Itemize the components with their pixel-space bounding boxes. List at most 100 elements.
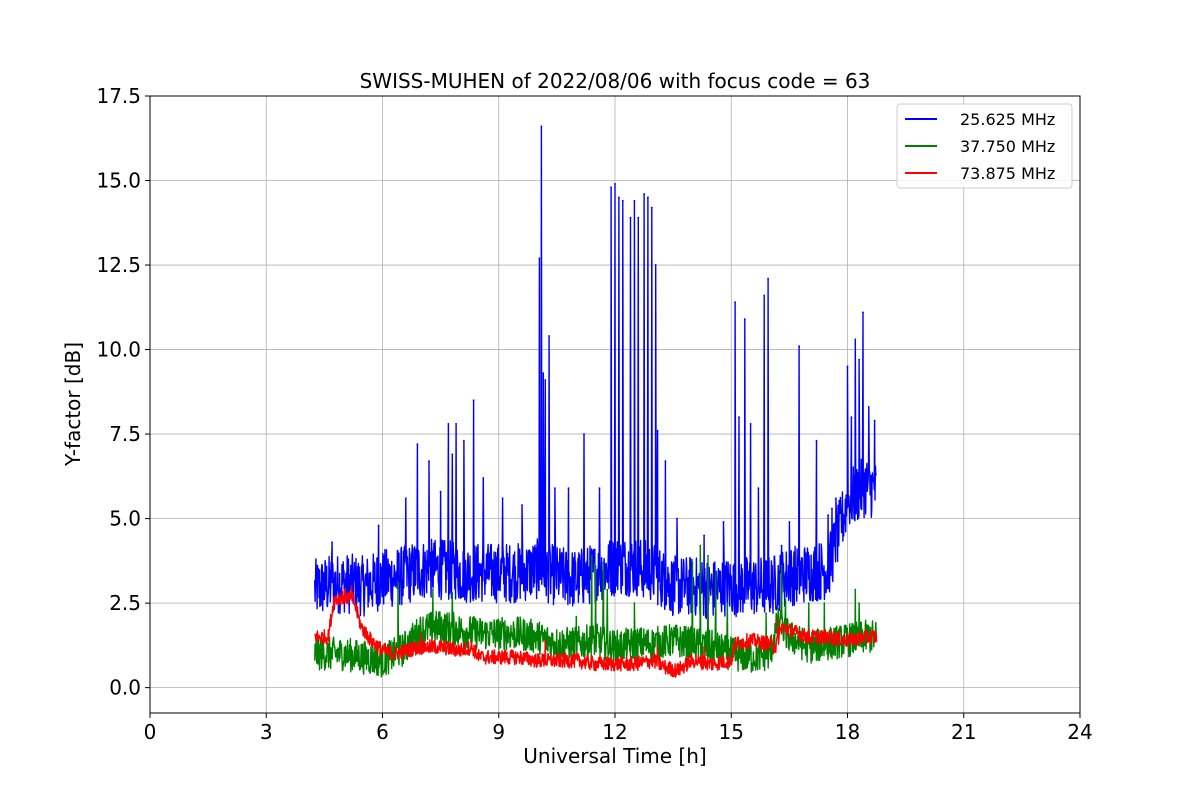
series-1-point xyxy=(798,345,800,348)
series-1-point xyxy=(763,294,766,297)
series-2-point xyxy=(854,588,857,591)
series-1-point xyxy=(451,453,454,456)
series-1-point xyxy=(331,541,333,544)
series-1-point xyxy=(676,517,678,520)
series-2-point xyxy=(780,565,783,567)
x-tick-label: 9 xyxy=(492,720,505,744)
x-tick-label: 21 xyxy=(951,720,976,744)
series-2-point xyxy=(765,612,767,615)
legend: 25.625 MHz 37.750 MHz 73.875 MHz xyxy=(896,103,1073,189)
series-1-point xyxy=(867,406,870,408)
series-1-point xyxy=(846,365,849,368)
series-line-3 xyxy=(314,585,878,678)
series-3-point xyxy=(350,585,353,588)
x-axis-label: Universal Time [h] xyxy=(523,744,706,768)
series-1-point xyxy=(554,487,556,490)
y-tick-label: 17.5 xyxy=(96,84,141,108)
x-tick-label: 3 xyxy=(260,720,273,744)
legend-box xyxy=(896,103,1073,189)
series-1-point xyxy=(618,196,620,199)
series-1-point xyxy=(757,487,760,490)
series-3-point xyxy=(656,646,659,648)
series-2-point xyxy=(726,602,729,604)
y-axis-label: Y-factor [dB] xyxy=(61,342,85,467)
series-1-point xyxy=(542,372,545,375)
x-tick-label: 0 xyxy=(144,720,157,744)
series-1-point xyxy=(428,460,430,462)
chart-title: SWISS-MUHEN of 2022/08/06 with focus cod… xyxy=(360,69,871,93)
series-1-point xyxy=(850,416,853,419)
series-1-point xyxy=(377,524,380,527)
series-1-point xyxy=(703,534,705,537)
series-1-point xyxy=(544,379,547,381)
x-tick-label: 15 xyxy=(719,720,744,744)
x-tick-label: 6 xyxy=(376,720,389,744)
series-2-point xyxy=(699,544,702,547)
series-1-point xyxy=(455,423,457,425)
series-1-point xyxy=(621,199,624,202)
series-1-point xyxy=(835,497,837,500)
series-1-point xyxy=(629,216,632,219)
series-2-point xyxy=(707,554,709,557)
series-1-point xyxy=(788,521,791,523)
series-3-point xyxy=(703,646,705,648)
axis-ticks: 0 3 6 9 12 15 18 21 24 0.0 2.5 5.0 7.5 10.0 12.5 15.0 17… xyxy=(96,84,1092,744)
series-1-point xyxy=(780,544,783,547)
series-1-point xyxy=(472,399,475,402)
series-1-point xyxy=(614,183,616,185)
series-1-point xyxy=(404,497,407,500)
series-1-point xyxy=(815,439,818,442)
series-3-point xyxy=(420,632,423,635)
y-tick-label: 5.0 xyxy=(109,507,141,531)
series-2-point xyxy=(575,615,578,618)
series-1-point xyxy=(643,193,645,195)
series-1-point xyxy=(521,504,523,506)
y-tick-label: 15.0 xyxy=(96,169,141,193)
series-2-point xyxy=(858,602,860,604)
series-2-point xyxy=(823,602,826,604)
series-1-point xyxy=(463,439,465,442)
legend-label-2: 37.750 MHz xyxy=(960,137,1055,156)
series-1-point xyxy=(854,338,857,341)
series-1-point xyxy=(647,196,649,199)
y-tick-label: 10.0 xyxy=(96,338,141,362)
legend-label-1: 25.625 MHz xyxy=(960,110,1055,129)
series-1-point xyxy=(664,460,667,462)
series-1-point xyxy=(862,311,864,314)
series-1-point xyxy=(610,186,612,189)
series-1-point xyxy=(548,335,550,337)
series-1-point xyxy=(722,521,725,523)
series-1-point xyxy=(439,490,442,493)
series-1-point xyxy=(637,216,640,219)
x-tick-label: 12 xyxy=(602,720,627,744)
x-tick-label: 18 xyxy=(835,720,860,744)
series-2-point xyxy=(807,602,810,604)
series-1-point xyxy=(749,423,752,425)
series-1-point xyxy=(831,507,833,510)
series-1-point xyxy=(540,125,543,128)
y-tick-label: 7.5 xyxy=(109,422,141,446)
series-1-point xyxy=(416,443,419,446)
series-1-point xyxy=(633,199,636,202)
x-tick-label: 24 xyxy=(1067,720,1092,744)
legend-label-3: 73.875 MHz xyxy=(960,164,1055,183)
series-1-point xyxy=(583,433,585,435)
series-1-point xyxy=(827,514,829,517)
series-3-point xyxy=(544,639,547,642)
series-3-point xyxy=(776,619,779,621)
series-1-point xyxy=(482,477,485,479)
series-1-point xyxy=(873,419,876,422)
series-1-point xyxy=(654,264,657,266)
series-2-point xyxy=(714,571,717,574)
series-2-point xyxy=(602,561,605,564)
series-1-point xyxy=(767,277,769,280)
series-1-point xyxy=(743,318,746,320)
series-2-point xyxy=(432,588,434,591)
series-2-point xyxy=(691,561,694,564)
series-1-point xyxy=(538,257,541,260)
series-1-point xyxy=(447,423,450,425)
series-1-point xyxy=(567,487,570,490)
series-2-point xyxy=(633,602,636,604)
series-1-point xyxy=(738,416,740,419)
series-1-point xyxy=(598,487,601,490)
